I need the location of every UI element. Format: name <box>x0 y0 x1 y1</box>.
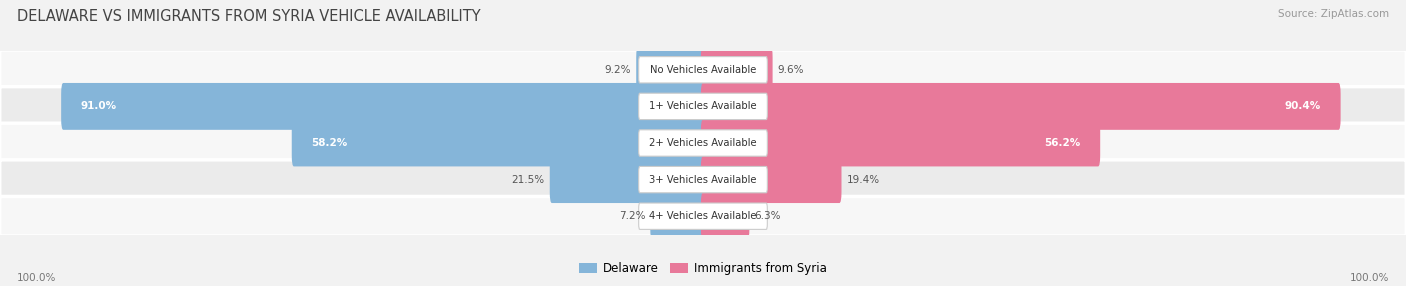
Text: 6.3%: 6.3% <box>754 211 780 221</box>
Text: 3+ Vehicles Available: 3+ Vehicles Available <box>650 175 756 184</box>
FancyBboxPatch shape <box>637 46 706 93</box>
FancyBboxPatch shape <box>638 166 768 193</box>
Text: 90.4%: 90.4% <box>1285 102 1322 111</box>
FancyBboxPatch shape <box>638 203 768 229</box>
FancyBboxPatch shape <box>0 50 1406 90</box>
Text: 91.0%: 91.0% <box>82 102 117 111</box>
Text: 1+ Vehicles Available: 1+ Vehicles Available <box>650 102 756 111</box>
Text: No Vehicles Available: No Vehicles Available <box>650 65 756 75</box>
FancyBboxPatch shape <box>0 160 1406 199</box>
FancyBboxPatch shape <box>700 120 1101 166</box>
FancyBboxPatch shape <box>700 193 749 240</box>
Text: 2+ Vehicles Available: 2+ Vehicles Available <box>650 138 756 148</box>
FancyBboxPatch shape <box>0 196 1406 236</box>
FancyBboxPatch shape <box>638 57 768 83</box>
FancyBboxPatch shape <box>0 123 1406 163</box>
Text: 7.2%: 7.2% <box>619 211 645 221</box>
FancyBboxPatch shape <box>700 156 841 203</box>
Text: Source: ZipAtlas.com: Source: ZipAtlas.com <box>1278 9 1389 19</box>
Text: 4+ Vehicles Available: 4+ Vehicles Available <box>650 211 756 221</box>
Text: 100.0%: 100.0% <box>1350 273 1389 283</box>
FancyBboxPatch shape <box>292 120 706 166</box>
FancyBboxPatch shape <box>700 46 773 93</box>
Text: 21.5%: 21.5% <box>512 175 546 184</box>
Text: 9.6%: 9.6% <box>778 65 804 75</box>
FancyBboxPatch shape <box>650 193 706 240</box>
FancyBboxPatch shape <box>60 83 704 130</box>
Text: 56.2%: 56.2% <box>1045 138 1080 148</box>
Text: 19.4%: 19.4% <box>846 175 880 184</box>
Text: 9.2%: 9.2% <box>605 65 631 75</box>
FancyBboxPatch shape <box>0 87 1406 126</box>
Text: 100.0%: 100.0% <box>17 273 56 283</box>
FancyBboxPatch shape <box>550 156 706 203</box>
FancyBboxPatch shape <box>638 93 768 120</box>
Text: DELAWARE VS IMMIGRANTS FROM SYRIA VEHICLE AVAILABILITY: DELAWARE VS IMMIGRANTS FROM SYRIA VEHICL… <box>17 9 481 23</box>
FancyBboxPatch shape <box>700 83 1341 130</box>
Text: 58.2%: 58.2% <box>312 138 347 148</box>
Legend: Delaware, Immigrants from Syria: Delaware, Immigrants from Syria <box>575 258 831 280</box>
FancyBboxPatch shape <box>638 130 768 156</box>
